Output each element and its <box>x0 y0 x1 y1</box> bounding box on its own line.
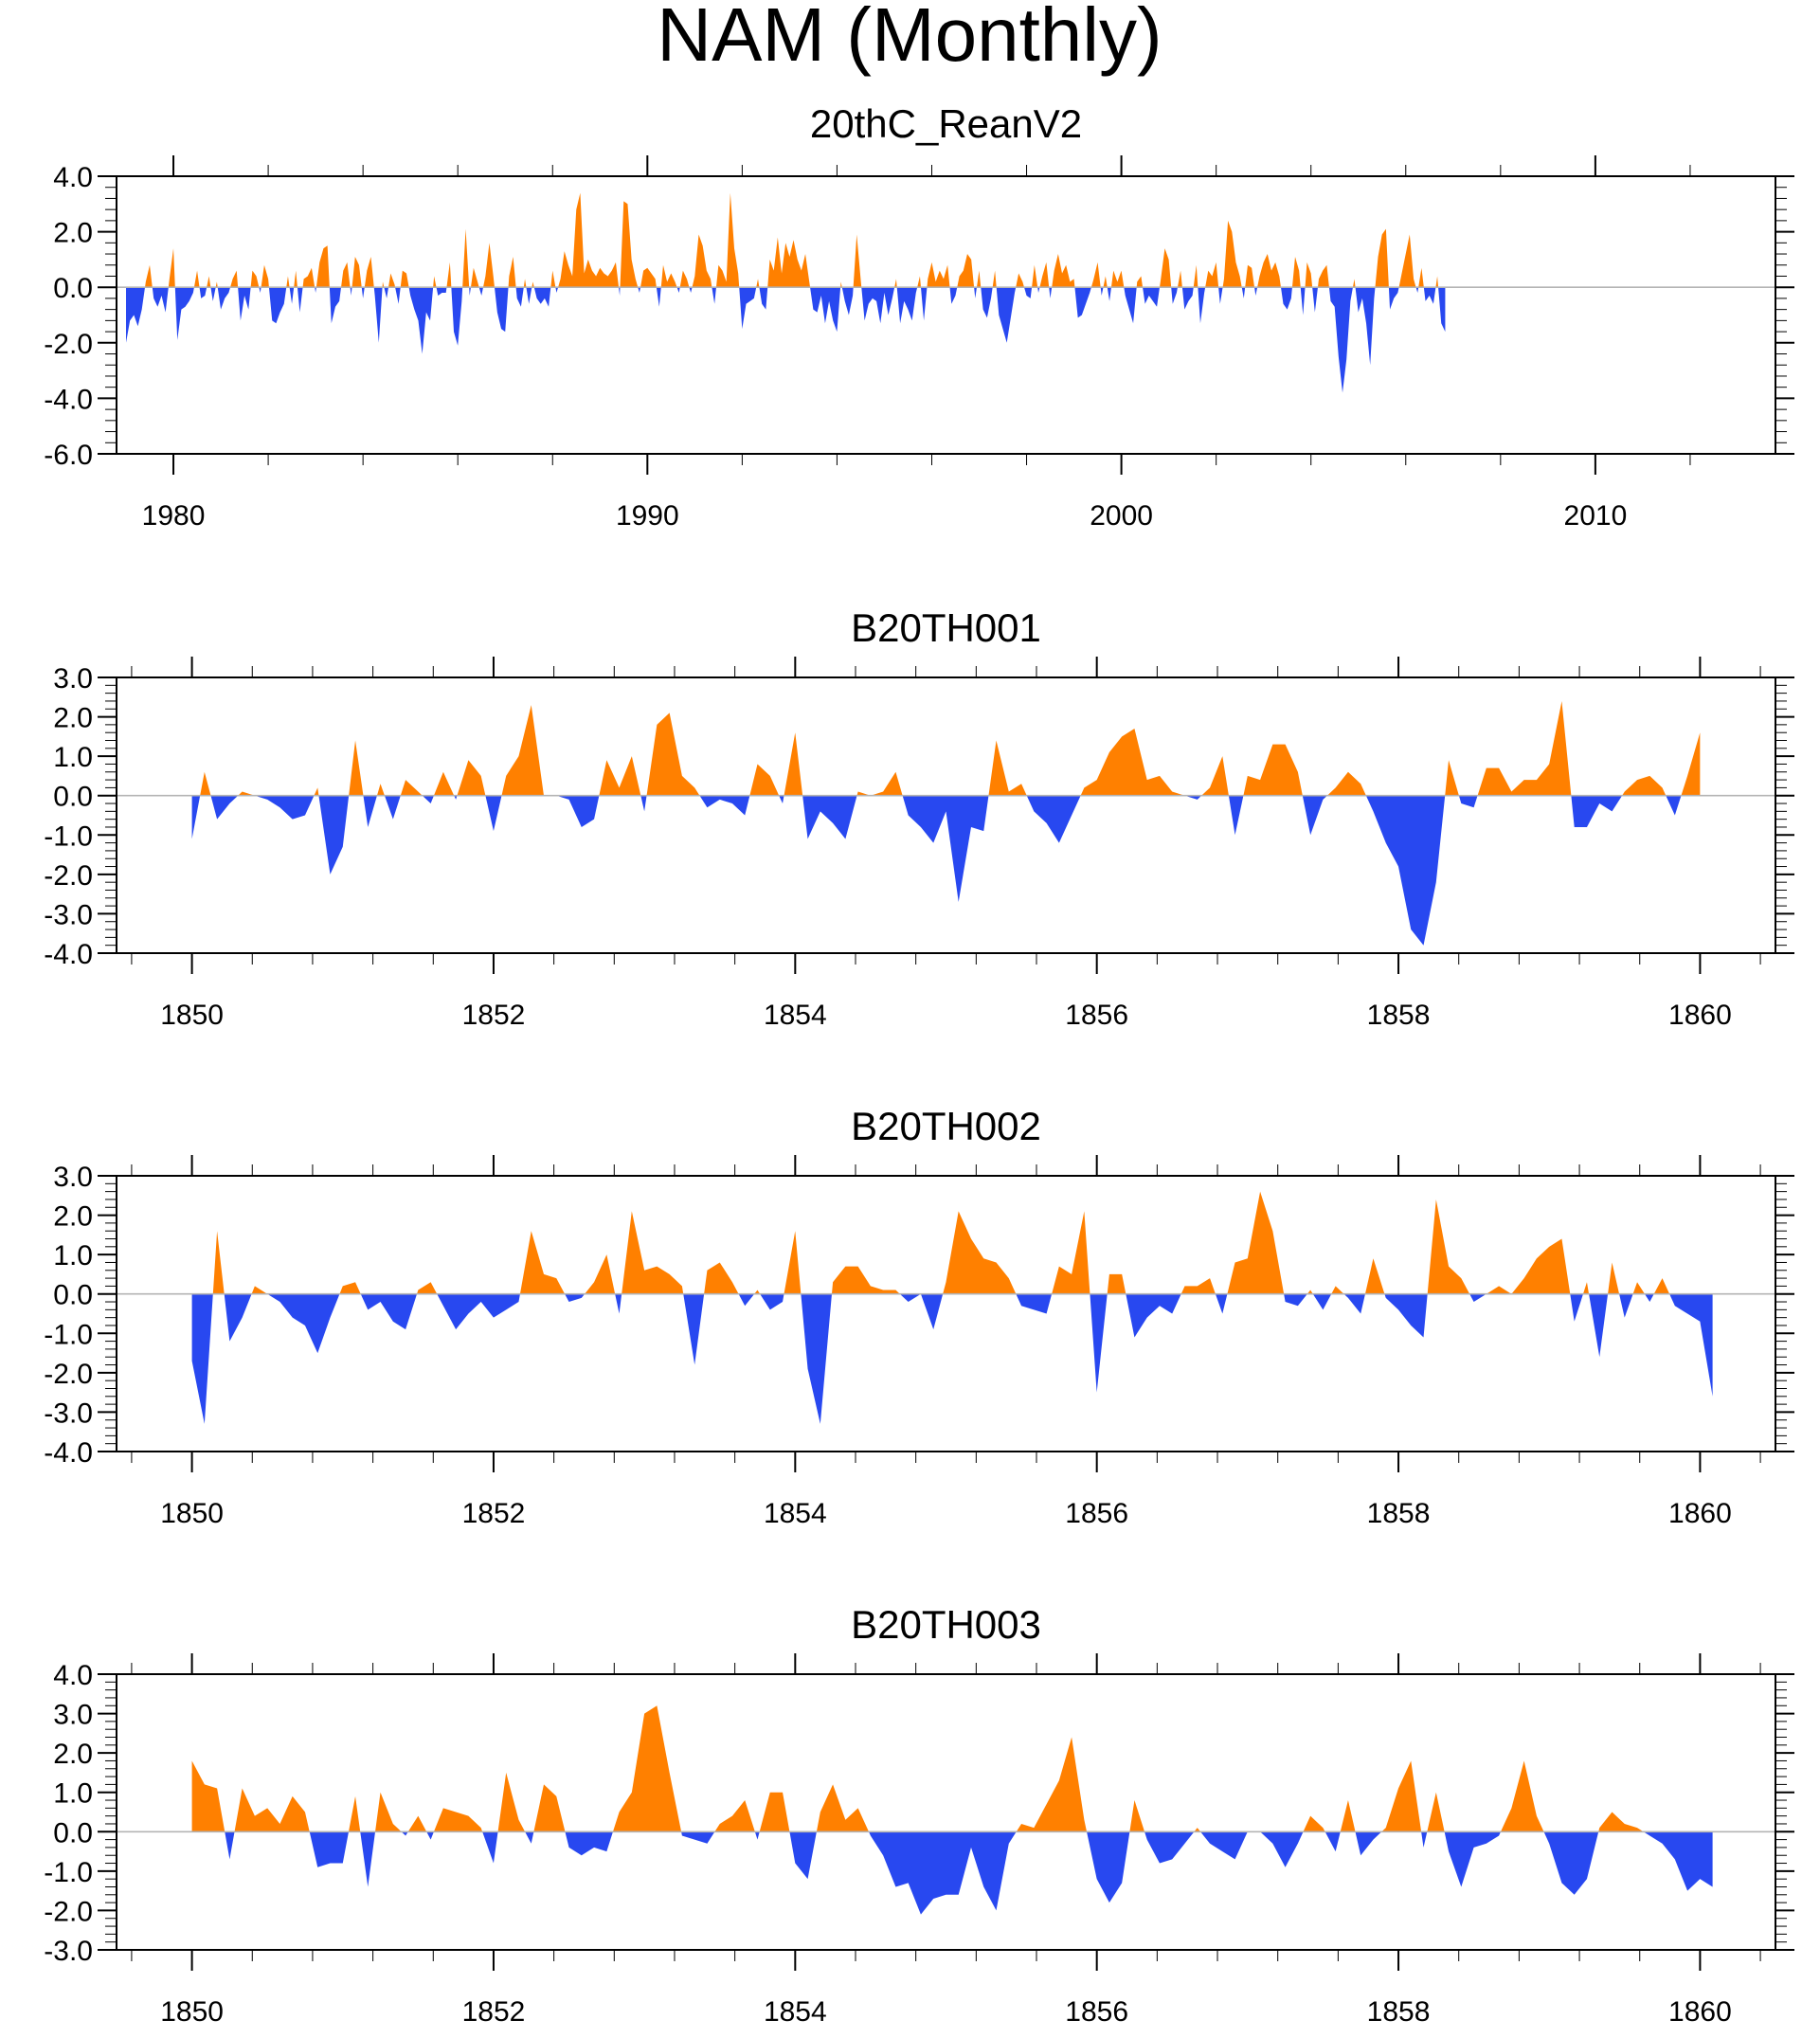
negative-anomaly-area <box>126 287 1446 393</box>
x-tick-label: 1852 <box>462 1000 526 1031</box>
x-tick-label: 1854 <box>764 1000 827 1031</box>
y-tick-label: -1.0 <box>44 821 93 852</box>
positive-anomaly-area <box>191 1705 1644 1832</box>
y-tick-label: -2.0 <box>44 1896 93 1927</box>
negative-anomaly-area <box>191 795 1682 946</box>
x-tick-label: 1858 <box>1367 1498 1431 1529</box>
x-tick-label: 1858 <box>1367 1000 1431 1031</box>
positive-anomaly-area <box>200 700 1701 796</box>
y-tick-label: 0.0 <box>53 273 93 304</box>
y-tick-label: -6.0 <box>44 440 93 471</box>
y-tick-label: 0.0 <box>53 1280 93 1311</box>
y-tick-label: 4.0 <box>53 162 93 193</box>
plot-frame <box>116 1175 1776 1452</box>
y-tick-label: 1.0 <box>53 1778 93 1810</box>
y-tick-label: 2.0 <box>53 218 93 249</box>
y-tick-label: 2.0 <box>53 703 93 734</box>
y-tick-label: 0.0 <box>53 782 93 813</box>
x-tick-label: 1860 <box>1668 1498 1732 1529</box>
y-tick-label: -4.0 <box>44 939 93 970</box>
positive-anomaly-area <box>212 1191 1670 1294</box>
panel-title: B20TH001 <box>851 605 1041 650</box>
panels-container: 20thC_ReanV2 4.0 2.0 0.0 -2.0 -4.0 -6.0 1980 199… <box>44 101 1794 2028</box>
y-tick-label: 1.0 <box>53 1240 93 1271</box>
y-tick-label: 2.0 <box>53 1201 93 1233</box>
y-tick-label: 3.0 <box>53 1700 93 1731</box>
x-tick-label: 1854 <box>764 1996 827 2028</box>
plot-frame <box>116 175 1776 455</box>
x-tick-label: 1856 <box>1065 1000 1128 1031</box>
y-tick-label: 4.0 <box>53 1660 93 1691</box>
y-tick-label: -3.0 <box>44 1398 93 1429</box>
x-tick-label: 1856 <box>1065 1498 1128 1529</box>
x-tick-label: 1860 <box>1668 1996 1732 2028</box>
y-tick-label: -1.0 <box>44 1319 93 1350</box>
y-tick-label: 3.0 <box>53 663 93 694</box>
plot-frame <box>116 676 1776 954</box>
chart-panel-2: B20TH001 3.0 2.0 1.0 0.0 -1.0 -2.0 -3.0 -4.0 1850… <box>44 605 1794 1031</box>
x-tick-label: 1850 <box>160 1498 224 1529</box>
y-tick-label: -2.0 <box>44 329 93 360</box>
panel-title: 20thC_ReanV2 <box>810 101 1082 146</box>
x-tick-label: 1854 <box>764 1498 827 1529</box>
panel-title: B20TH003 <box>851 1602 1041 1647</box>
y-tick-label: 1.0 <box>53 742 93 773</box>
y-tick-label: -3.0 <box>44 899 93 930</box>
x-tick-label: 2010 <box>1564 500 1628 532</box>
chart-panel-4: B20TH003 4.0 3.0 2.0 1.0 0.0 -1.0 -2.0 -3.0 1850 1… <box>44 1602 1794 2028</box>
x-tick-label: 1850 <box>160 1000 224 1031</box>
negative-anomaly-area <box>225 1831 1713 1915</box>
y-tick-label: -4.0 <box>44 384 93 415</box>
y-tick-label: -2.0 <box>44 860 93 892</box>
plot-frame <box>116 1673 1776 1951</box>
x-tick-label: 1856 <box>1065 1996 1128 2028</box>
x-tick-label: 1858 <box>1367 1996 1431 2028</box>
x-tick-label: 2000 <box>1090 500 1153 532</box>
y-tick-label: -2.0 <box>44 1359 93 1390</box>
x-tick-label: 1990 <box>616 500 679 532</box>
x-tick-label: 1850 <box>160 1996 224 2028</box>
chart-panel-3: B20TH002 3.0 2.0 1.0 0.0 -1.0 -2.0 -3.0 -4.0 1850… <box>44 1104 1794 1529</box>
x-tick-label: 1860 <box>1668 1000 1732 1031</box>
x-tick-label: 1852 <box>462 1498 526 1529</box>
x-tick-label: 1852 <box>462 1996 526 2028</box>
y-tick-label: -1.0 <box>44 1857 93 1888</box>
y-tick-label: 2.0 <box>53 1739 93 1770</box>
x-tick-label: 1980 <box>142 500 206 532</box>
y-tick-label: -4.0 <box>44 1437 93 1469</box>
positive-anomaly-area <box>145 192 1439 288</box>
y-tick-label: 3.0 <box>53 1162 93 1193</box>
y-tick-label: -3.0 <box>44 1936 93 1967</box>
negative-anomaly-area <box>191 1293 1713 1424</box>
y-tick-label: 0.0 <box>53 1817 93 1849</box>
chart-panel-1: 20thC_ReanV2 4.0 2.0 0.0 -2.0 -4.0 -6.0 1980 199… <box>44 101 1794 532</box>
figure-title: NAM (Monthly) <box>657 0 1162 77</box>
panel-title: B20TH002 <box>851 1104 1041 1148</box>
